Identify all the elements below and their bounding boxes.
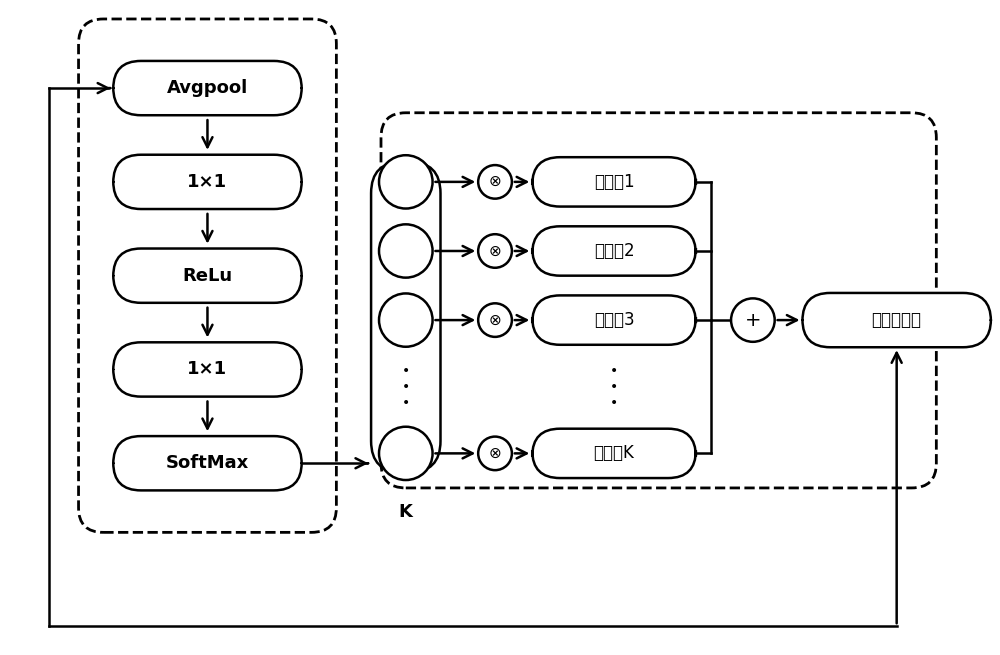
Circle shape [379,224,433,278]
FancyBboxPatch shape [371,162,441,473]
Circle shape [478,303,512,337]
Circle shape [731,299,775,342]
Circle shape [478,437,512,470]
Text: •
•
•: • • • [610,364,618,410]
Text: ⊗: ⊗ [489,244,501,259]
FancyBboxPatch shape [532,295,696,345]
FancyBboxPatch shape [113,155,302,209]
Circle shape [379,293,433,346]
FancyBboxPatch shape [113,61,302,115]
Text: ⊗: ⊗ [489,312,501,328]
Text: 卷积杨2: 卷积杨2 [594,242,634,260]
Text: 1×1: 1×1 [187,360,228,379]
Text: ⊗: ⊗ [489,446,501,461]
FancyBboxPatch shape [532,157,696,206]
Text: +: + [745,310,761,329]
Text: 卷积杨3: 卷积杨3 [594,311,634,329]
Circle shape [478,165,512,198]
Text: 卷积杨1: 卷积杨1 [594,173,634,191]
Text: SoftMax: SoftMax [166,455,249,472]
Text: 卷积杨K: 卷积杨K [594,444,634,462]
Text: Avgpool: Avgpool [167,79,248,97]
Text: •
•
•: • • • [402,364,410,410]
FancyBboxPatch shape [532,428,696,478]
Circle shape [379,426,433,480]
Text: K: K [399,502,413,521]
FancyBboxPatch shape [113,343,302,397]
FancyBboxPatch shape [113,248,302,303]
FancyBboxPatch shape [802,293,991,347]
FancyBboxPatch shape [113,436,302,491]
Circle shape [379,155,433,208]
Circle shape [478,234,512,268]
FancyBboxPatch shape [79,19,336,533]
FancyBboxPatch shape [532,227,696,276]
Text: 动态卷积核: 动态卷积核 [872,311,922,329]
Text: ⊗: ⊗ [489,174,501,189]
FancyBboxPatch shape [381,113,936,488]
Text: 1×1: 1×1 [187,173,228,191]
Text: ReLu: ReLu [182,267,233,285]
